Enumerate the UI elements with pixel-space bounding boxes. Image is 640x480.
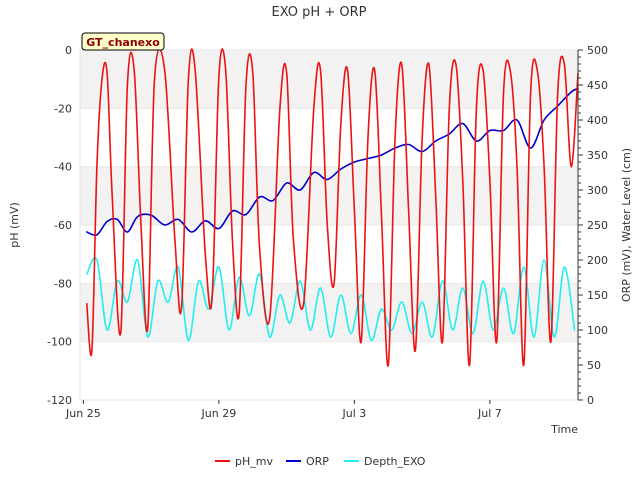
chart-title: EXO pH + ORP <box>272 5 367 20</box>
y2-tick-label-4: 200 <box>587 254 608 267</box>
y2-tick-label-3: 150 <box>587 289 608 302</box>
y2-tick-label-0: 0 <box>587 394 594 407</box>
y-tick-label-6: -120 <box>47 394 72 407</box>
y2-tick-label-1: 50 <box>587 359 601 372</box>
x-tick-label-3: Jul 7 <box>477 407 502 420</box>
y2-tick-label-9: 450 <box>587 79 608 92</box>
y-tick-label-0: 0 <box>65 44 72 57</box>
y2-axis-label: ORP (mV), Water Level (cm) <box>620 148 633 302</box>
y-tick-label-5: -100 <box>47 336 72 349</box>
y2-tick-label-6: 300 <box>587 184 608 197</box>
site-label-background <box>81 32 165 51</box>
legend-label-ph-mv: pH_mv <box>235 455 273 468</box>
y2-tick-label-10: 500 <box>587 44 608 57</box>
legend: pH_mv ORP Depth_EXO <box>215 455 426 468</box>
y-tick-label-1: -20 <box>54 102 72 115</box>
series-line-ph-mv <box>86 48 579 367</box>
y2-tick-label-8: 400 <box>587 114 608 127</box>
y-axis-label: pH (mV) <box>8 202 21 248</box>
site-label: GT_chanexo <box>86 36 160 49</box>
y-tick-label-4: -80 <box>54 277 72 290</box>
y2-tick-label-7: 350 <box>587 149 608 162</box>
legend-label-depth-exo: Depth_EXO <box>364 455 426 468</box>
y2-tick-label-2: 100 <box>587 324 608 337</box>
x-axis-label: Time <box>550 423 578 436</box>
x-tick-label-0: Jun 25 <box>65 407 101 420</box>
band-1 <box>80 166 578 225</box>
legend-label-orp: ORP <box>306 455 329 468</box>
y-tick-label-3: -60 <box>54 219 72 232</box>
x-tick-label-2: Jul 3 <box>342 407 367 420</box>
x-tick-label-1: Jun 29 <box>201 407 237 420</box>
y2-tick-label-5: 250 <box>587 219 608 232</box>
site-label-box: GT_chanexo <box>81 32 165 51</box>
y-tick-label-2: -40 <box>54 161 72 174</box>
series-line-orp <box>86 87 579 237</box>
